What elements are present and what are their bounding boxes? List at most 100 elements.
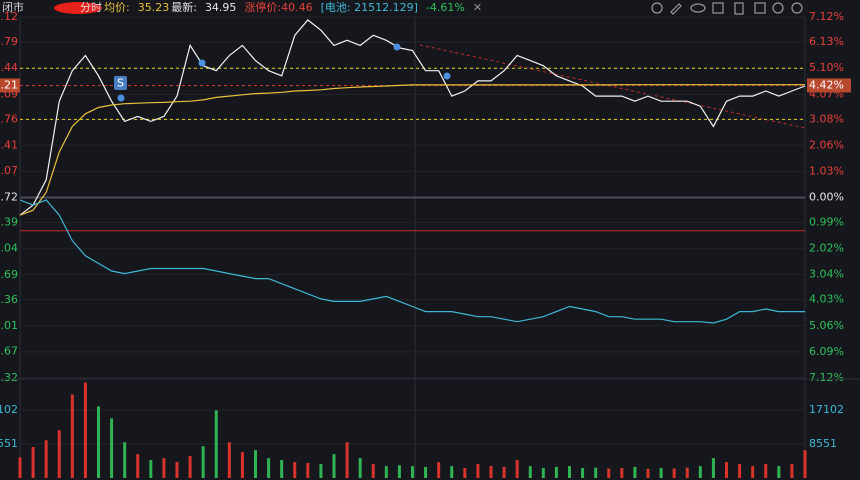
volume-bar <box>659 468 663 478</box>
volume-bar <box>162 458 166 478</box>
volume-bar <box>201 446 205 478</box>
volume-bar <box>751 466 755 478</box>
header-item: 闭市 <box>2 0 24 14</box>
y-tick-label-left: 2.36 <box>0 293 18 306</box>
volume-bar <box>123 442 127 478</box>
y-tick-label-right: 4.03% <box>809 293 844 306</box>
header-item: 最新: <box>171 0 197 14</box>
series-line <box>19 19 806 216</box>
volume-bar <box>411 466 414 478</box>
volume-bar <box>332 454 336 478</box>
volume-bar <box>568 466 571 478</box>
volume-bar <box>450 466 454 478</box>
volume-bar <box>240 452 244 478</box>
volume-bar <box>293 462 297 478</box>
volume-bar <box>738 464 742 478</box>
volume-bar <box>188 456 192 478</box>
calendar-icon[interactable] <box>712 2 724 14</box>
view-icon[interactable] <box>690 3 706 13</box>
series-line <box>19 199 805 324</box>
volume-bar <box>424 466 428 478</box>
volume-bar <box>711 458 715 478</box>
header-item: 分时 <box>80 1 102 14</box>
edit-icon[interactable] <box>670 3 682 15</box>
volume-bar <box>345 442 349 478</box>
volume-bar <box>646 468 650 478</box>
y-tick-label-left: 4.07 <box>0 164 18 177</box>
volume-bar <box>476 464 480 478</box>
y-tick-label-left: 4.41 <box>0 139 18 152</box>
volume-bar <box>803 450 807 478</box>
volume-bar <box>83 382 87 478</box>
volume-bar <box>594 467 598 478</box>
bookmark-icon[interactable] <box>734 2 744 15</box>
y-tick-label-left: 3.39 <box>0 215 18 228</box>
trade-dot <box>393 43 401 51</box>
volume-bar <box>319 464 323 478</box>
signal-label: S <box>117 77 124 90</box>
volume-bar <box>554 466 558 478</box>
zoom-in-icon[interactable] <box>772 2 784 14</box>
volume-tick-label-left: 551 <box>0 437 18 450</box>
volume-bar <box>672 468 676 478</box>
volume-bar <box>620 468 624 478</box>
toolbar[interactable] <box>651 2 803 15</box>
volume-bar <box>358 458 362 478</box>
volume-bar <box>764 464 768 478</box>
y-tick-label-right: 7.12% <box>809 10 844 23</box>
volume-bar <box>70 394 74 478</box>
volume-bar <box>698 466 702 478</box>
export-icon[interactable] <box>754 2 766 14</box>
y-tick-label-left: 2.69 <box>0 268 18 281</box>
volume-bar <box>371 464 375 478</box>
volume-bar <box>57 430 61 478</box>
trade-dot <box>198 59 206 67</box>
y-tick-label-right: 5.10% <box>809 61 844 74</box>
volume-tick-label-left: 102 <box>0 403 18 416</box>
volume-bar <box>227 442 231 478</box>
signal-box <box>114 76 127 90</box>
redaction <box>54 2 102 14</box>
current-marker-box <box>0 78 20 93</box>
volume-bar <box>502 466 506 478</box>
volume-bar <box>528 466 532 478</box>
y-tick-label-left: 5.79 <box>0 35 18 48</box>
volume-tick-label-right: 8551 <box>809 437 837 450</box>
volume-bar <box>306 462 310 478</box>
volume-bar <box>384 466 388 478</box>
volume-bar <box>397 465 401 478</box>
settings-icon[interactable] <box>651 2 663 14</box>
volume-bar <box>790 464 794 478</box>
volume-bar <box>110 418 114 478</box>
zoom-out-icon[interactable] <box>791 2 803 14</box>
volume-tick-label-right: 17102 <box>809 403 844 416</box>
y-tick-label-right: 2.06% <box>809 138 844 151</box>
y-tick-label-left: 3.72 <box>0 191 18 204</box>
volume-bar <box>725 462 728 478</box>
volume-bar <box>267 458 271 478</box>
volume-bar <box>31 446 35 478</box>
y-tick-label-left: .32 <box>1 371 19 384</box>
volume-bar <box>607 468 611 478</box>
y-tick-label-left: .67 <box>1 345 19 358</box>
trade-dot <box>117 94 125 102</box>
trade-dot <box>443 72 451 80</box>
volume-bar <box>18 457 22 478</box>
volume-bar <box>685 467 689 478</box>
volume-bar <box>136 454 140 478</box>
volume-bar <box>515 460 519 478</box>
y-tick-label-left: 5.44 <box>0 61 18 74</box>
volume-bar <box>541 468 545 478</box>
y-tick-label-right: 1.03% <box>809 164 844 177</box>
series-line <box>19 84 805 216</box>
y-tick-label-right: 0.99% <box>809 216 844 229</box>
volume-bar <box>44 440 48 478</box>
y-tick-label-right: 6.13% <box>809 35 844 48</box>
y-tick-label-right: 3.04% <box>809 268 844 281</box>
header-item: 均价: <box>104 1 130 14</box>
y-tick-label-left: 4.76 <box>0 112 18 125</box>
current-marker-box <box>807 78 851 93</box>
volume-bar <box>97 406 100 478</box>
